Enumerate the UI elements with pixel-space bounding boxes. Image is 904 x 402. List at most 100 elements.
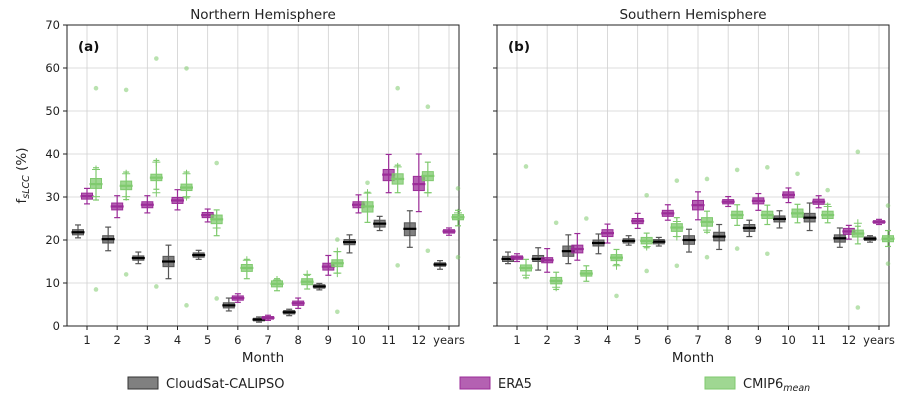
box-era5-8 [291,297,305,309]
x-tick-label: 2 [114,333,121,347]
series-cmip6-mean [519,149,895,310]
outlier-point [395,263,400,268]
plus-marker [612,261,621,270]
plus-marker [242,256,251,265]
x-tick-label: 8 [725,333,732,347]
outlier-point [855,149,861,155]
x-axis-label: Month [672,350,714,366]
x-tick-label: 10 [781,333,796,347]
legend-swatch [704,376,736,390]
box-cmip6-mean-1 [89,85,103,292]
x-axis-label: Month [242,350,284,366]
box-cmip6-mean-7 [700,176,714,260]
plus-marker [122,192,131,201]
box-era5-3 [570,232,584,261]
box-cloudsat-calipso-years [863,235,877,243]
plus-marker [672,217,681,226]
outlier-point [855,305,861,310]
outlier-point [795,171,800,177]
box-cloudsat-calipso-8 [712,223,726,251]
plus-marker [423,188,432,197]
box-cloudsat-calipso-10 [343,234,356,254]
x-tick-label: 9 [755,333,762,347]
x-tick-label: 5 [634,333,641,347]
outlier-point [825,187,830,193]
box-era5-years [442,227,456,236]
outlier-point [425,248,431,254]
x-tick-label: 1 [513,333,520,347]
box-cloudsat-calipso-5 [622,235,636,246]
outlier-point [734,246,740,251]
box-cmip6-mean-3 [579,216,593,282]
outlier-point [614,293,619,299]
box-cmip6-mean-10 [791,171,804,224]
x-tick-label: 4 [604,333,611,347]
y-axis-label-sub: sLCC [21,175,32,199]
box-cmip6-mean-2 [119,87,133,277]
x-tick-label: years [433,333,465,347]
box-era5-6 [661,204,675,221]
box-cloudsat-calipso-12 [833,227,847,248]
panel-title: Northern Hemisphere [190,7,336,23]
box-cmip6-mean-3 [149,56,163,289]
legend-entry-era5: ERA5 [459,376,532,392]
panel-label: (a) [78,39,99,55]
y-tick-label: 0 [53,319,60,333]
legend-entry-cloudsat-calipso: CloudSat-CALIPSO [127,376,285,392]
box-era5-7 [691,191,705,221]
box-era5-4 [601,223,614,244]
x-tick-label: 7 [694,333,701,347]
box-era5-6 [231,293,245,303]
outlier-point [765,251,770,257]
box-era5-1 [80,187,94,205]
legend-label-main: CMIP6 [743,377,783,392]
x-tick-label: 12 [842,333,857,347]
axes-frame [496,24,890,327]
x-tick-label: 6 [234,333,241,347]
box-cmip6-mean-9 [330,237,344,315]
x-tick-label: 8 [295,333,302,347]
x-tick-label: 4 [174,333,181,347]
outlier-point [184,66,189,71]
box-cloudsat-calipso-8 [282,308,296,317]
outlier-point [765,165,770,170]
box-cloudsat-calipso-7 [682,228,696,253]
outlier-point [184,303,189,308]
plus-marker [454,208,462,217]
outlier-point [674,178,680,183]
box-cmip6-mean-4 [180,66,193,308]
box-cloudsat-calipso-4 [592,233,605,255]
plus-marker [823,202,832,211]
box-cloudsat-calipso-1 [71,224,85,239]
x-tick-label: years [863,333,895,347]
y-tick-label: 30 [45,190,60,204]
outlier-point [395,85,400,91]
x-tick-label: 3 [144,333,151,347]
panel-label: (b) [508,39,530,55]
box-era5-7 [261,314,275,322]
outlier-point [523,164,529,169]
outlier-point [553,220,559,226]
outlier-point [455,254,461,260]
plus-marker [333,247,342,256]
outlier-point [154,284,159,289]
outlier-point [734,167,740,173]
box-era5-8 [721,195,735,208]
box-era5-4 [171,189,184,211]
legend-swatch [127,376,159,390]
outlier-point [584,216,589,221]
y-tick-label: 20 [45,233,60,247]
box-cmip6-mean-9 [760,165,774,257]
outlier-point [214,296,219,301]
outlier-point [335,309,340,315]
legend-label-sub: mean [783,383,810,394]
legend-label: CMIP6mean [743,377,810,394]
x-tick-label: 5 [204,333,211,347]
outlier-point [335,237,340,242]
box-cmip6-mean-1 [519,164,533,280]
box-cloudsat-calipso-years [433,260,447,270]
outlier-point [154,56,159,61]
plus-marker [182,169,191,178]
